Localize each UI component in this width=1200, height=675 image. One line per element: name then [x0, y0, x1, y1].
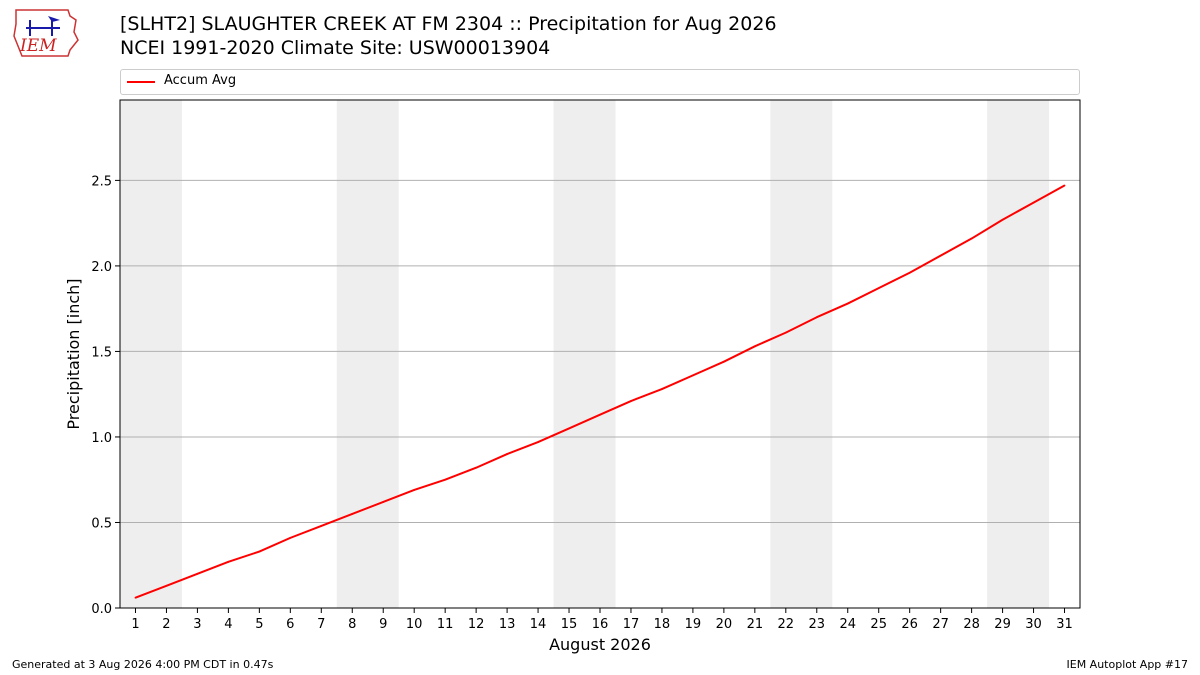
- data-point: [475, 466, 478, 469]
- data-point: [506, 453, 508, 455]
- x-tick-label: 8: [348, 617, 356, 632]
- data-point: [258, 550, 261, 553]
- x-tick-label: 6: [286, 617, 294, 632]
- weekend-shading: [120, 100, 1050, 608]
- x-tick-label: 13: [499, 617, 516, 632]
- x-tick-label: 7: [317, 617, 325, 632]
- data-point: [815, 316, 818, 319]
- data-point: [196, 572, 199, 575]
- chart-title-line-2: NCEI 1991-2020 Climate Site: USW00013904: [120, 37, 551, 59]
- data-point: [568, 427, 570, 430]
- data-point: [1063, 184, 1066, 187]
- chart-title-line-1: [SLHT2] SLAUGHTER CREEK AT FM 2304 :: Pr…: [120, 13, 777, 35]
- x-tick-label: 14: [530, 617, 547, 632]
- chart-legend: Accum Avg: [120, 69, 1080, 95]
- weekend-band: [987, 100, 1050, 608]
- footer-app-text: IEM Autoplot App #17: [1066, 658, 1189, 671]
- x-tick-label: 22: [778, 617, 795, 632]
- series-layer: [134, 184, 1066, 599]
- x-tick-label: 2: [162, 617, 170, 632]
- legend-swatch-accum-avg: [127, 81, 155, 83]
- data-point: [722, 360, 725, 363]
- weekend-band: [336, 100, 399, 608]
- y-tick-label: 0.5: [91, 516, 112, 531]
- x-tick-label: 12: [468, 617, 485, 632]
- x-tick-label: 25: [870, 617, 887, 632]
- data-point: [784, 331, 787, 334]
- data-point: [908, 271, 911, 274]
- data-point: [413, 489, 416, 491]
- x-tick-label: 5: [255, 617, 263, 632]
- data-point: [599, 413, 601, 416]
- weekend-band: [120, 100, 182, 608]
- svg-text:IEM: IEM: [19, 36, 57, 56]
- y-tick-label: 0.0: [91, 602, 112, 617]
- data-point: [382, 501, 385, 503]
- data-point: [692, 374, 694, 377]
- data-point: [134, 596, 137, 599]
- axis-ticks: 0.00.51.01.52.02.51 2 3 4 5 6 7 8 9 10 11 12 13 14 15 1…: [91, 174, 1072, 632]
- x-tick-label: 29: [994, 617, 1011, 632]
- data-point: [227, 560, 230, 563]
- x-tick-label: 30: [1025, 617, 1042, 632]
- x-tick-label: 31: [1056, 617, 1073, 632]
- x-tick-label: 17: [623, 617, 640, 632]
- x-tick-label: 28: [963, 617, 980, 632]
- data-point: [661, 388, 663, 390]
- data-point: [846, 302, 849, 305]
- x-tick-label: 18: [654, 617, 671, 632]
- data-point: [289, 536, 292, 539]
- data-point: [320, 524, 323, 527]
- iem-logo-graphic: IEM: [13, 9, 79, 57]
- x-tick-label: 10: [406, 617, 423, 632]
- x-tick-label: 23: [809, 617, 826, 632]
- x-tick-label: 1: [131, 617, 139, 632]
- weekend-band: [553, 100, 616, 608]
- data-point: [753, 345, 756, 348]
- data-point: [630, 400, 632, 402]
- weekend-band: [770, 100, 833, 608]
- data-point: [165, 584, 168, 587]
- y-tick-label: 2.5: [91, 174, 112, 189]
- x-tick-label: 21: [747, 617, 764, 632]
- y-tick-label: 1.0: [91, 431, 112, 446]
- footer-generated-text: Generated at 3 Aug 2026 4:00 PM CDT in 0…: [12, 658, 274, 671]
- iem-logo: IEM: [8, 6, 82, 60]
- chart-title: [SLHT2] SLAUGHTER CREEK AT FM 2304 :: Pr…: [120, 12, 777, 60]
- legend-label-accum-avg: Accum Avg: [164, 73, 237, 88]
- x-tick-label: 15: [561, 617, 578, 632]
- x-tick-label: 11: [437, 617, 454, 632]
- data-point: [1032, 201, 1035, 204]
- data-point: [537, 441, 539, 443]
- y-tick-label: 2.0: [91, 260, 112, 275]
- data-point: [877, 287, 880, 290]
- x-tick-label: 9: [379, 617, 387, 632]
- x-tick-label: 20: [716, 617, 733, 632]
- data-point: [1001, 218, 1004, 221]
- x-tick-label: 19: [685, 617, 702, 632]
- x-tick-label: 3: [193, 617, 201, 632]
- x-tick-label: 24: [839, 617, 856, 632]
- y-tick-label: 1.5: [91, 345, 112, 360]
- x-tick-label: 16: [592, 617, 609, 632]
- y-axis-label: Precipitation [inch]: [64, 278, 83, 429]
- data-point: [939, 254, 942, 257]
- data-point: [970, 237, 973, 240]
- x-tick-label: 26: [901, 617, 918, 632]
- data-point: [351, 513, 354, 515]
- x-tick-label: 27: [932, 617, 949, 632]
- x-axis-label: August 2026: [549, 635, 651, 654]
- x-tick-label: 4: [224, 617, 232, 632]
- data-point: [444, 478, 447, 481]
